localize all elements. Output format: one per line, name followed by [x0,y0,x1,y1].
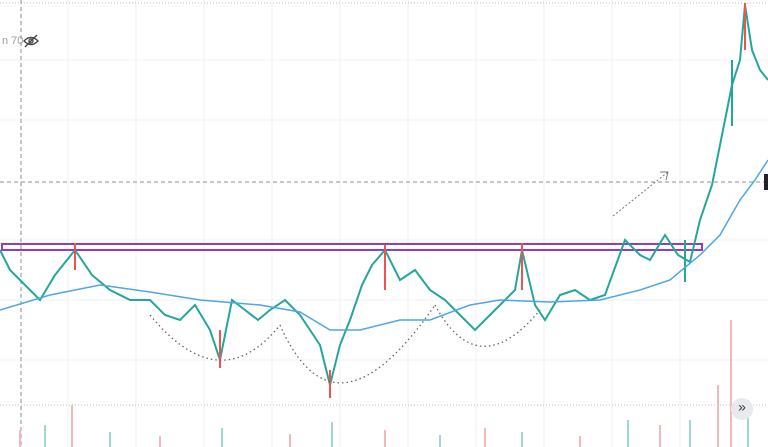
resistance-zone [1,243,703,251]
candle-highlights [74,3,746,398]
trend-arrow-head [660,171,669,181]
scroll-button-label[interactable]: » [738,399,746,415]
price-line [0,4,768,386]
visibility-icon[interactable] [23,34,39,48]
indicator-legend: n 70 [2,35,23,47]
volume [19,320,749,447]
trend-arrow [612,171,669,217]
scroll-to-latest[interactable]: » [731,398,753,420]
cup-handle-drawing [149,304,541,384]
price-marker [764,174,768,190]
moving-average [0,159,768,331]
